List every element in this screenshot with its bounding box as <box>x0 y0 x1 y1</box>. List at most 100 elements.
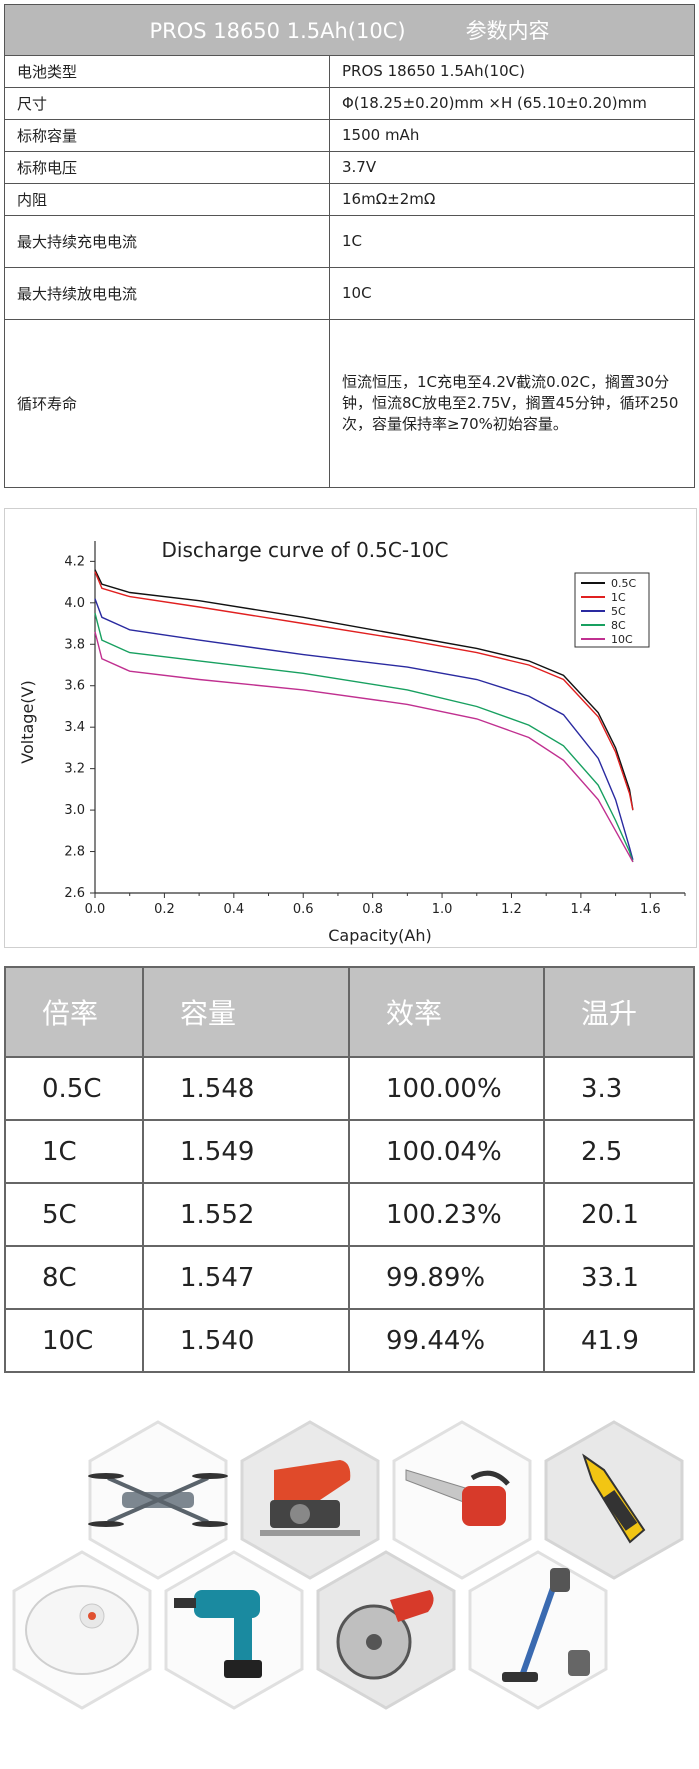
spec-value: 1C <box>329 215 695 268</box>
rate-row: 5C 1.552 100.23% 20.1 <box>4 1182 695 1247</box>
gallery-svg <box>12 1420 684 1710</box>
y-tick-label: 4.0 <box>64 596 85 611</box>
rate-header-row: 倍率 容量 效率 温升 <box>4 966 695 1058</box>
rate-cell: 1.552 <box>142 1182 350 1247</box>
stick-vacuum-icon <box>468 1550 608 1710</box>
rate-cell: 100.04% <box>348 1119 545 1184</box>
rate-cell: 10C <box>4 1308 144 1373</box>
rate-cell: 3.3 <box>543 1056 695 1121</box>
rate-cell: 99.44% <box>348 1308 545 1373</box>
y-tick-label: 2.8 <box>64 845 85 860</box>
spec-table: PROS 18650 1.5Ah(10C) 参数内容 电池类型 PROS 18650… <box>4 4 695 488</box>
spec-row: 尺寸 Φ(18.25±0.20)mm ×H (65.10±0.20)mm <box>4 87 695 120</box>
jigsaw-icon <box>240 1420 380 1580</box>
rate-cell: 1C <box>4 1119 144 1184</box>
drill-icon <box>164 1550 304 1710</box>
spec-value: 恒流恒压，1C充电至4.2V截流0.02C，搁置30分钟，恒流8C放电至2.75… <box>329 319 695 488</box>
spec-row: 最大持续充电电流 1C <box>4 215 695 268</box>
series-line-1C <box>94 571 634 811</box>
discharge-chart-svg: 0.0 0.2 0.4 0.6 0.8 1.0 1.2 1.4 1.6 2.6 2.8 3.0 3.2 3… <box>18 538 686 945</box>
nibbler-icon <box>544 1420 684 1580</box>
rate-row: 8C 1.547 99.89% 33.1 <box>4 1245 695 1310</box>
spec-header-left: PROS 18650 1.5Ah(10C) <box>149 19 406 43</box>
drone-icon <box>88 1420 228 1580</box>
spec-header-right: 参数内容 <box>465 19 550 43</box>
rate-row: 1C 1.549 100.04% 2.5 <box>4 1119 695 1184</box>
x-tick-label: 1.6 <box>640 902 661 917</box>
spec-key: 内阻 <box>4 183 330 216</box>
legend-label: 5C <box>611 605 626 618</box>
spec-row: 内阻 16mΩ±2mΩ <box>4 183 695 216</box>
series-line-10C <box>94 631 634 863</box>
y-axis-label: Voltage(V) <box>18 680 37 763</box>
spec-row: 标称容量 1500 mAh <box>4 119 695 152</box>
x-axis-label: Capacity(Ah) <box>328 926 432 945</box>
x-tick-label: 0.4 <box>223 902 244 917</box>
spec-value: Φ(18.25±0.20)mm ×H (65.10±0.20)mm <box>329 87 695 120</box>
x-tick-label: 0.8 <box>362 902 383 917</box>
rate-cell: 99.89% <box>348 1245 545 1310</box>
spec-row: 循环寿命 恒流恒压，1C充电至4.2V截流0.02C，搁置30分钟，恒流8C放电至… <box>4 319 695 488</box>
x-tick-label: 1.0 <box>432 902 453 917</box>
spec-key: 标称容量 <box>4 119 330 152</box>
spec-value: 1500 mAh <box>329 119 695 152</box>
y-tick-label: 3.4 <box>64 720 85 735</box>
spec-row: 最大持续放电电流 10C <box>4 267 695 320</box>
rate-cell: 100.23% <box>348 1182 545 1247</box>
spec-key: 电池类型 <box>4 55 330 88</box>
rate-cell: 33.1 <box>543 1245 695 1310</box>
x-tick-label: 0.0 <box>85 902 106 917</box>
y-tick-label: 3.0 <box>64 803 85 818</box>
rate-cell: 0.5C <box>4 1056 144 1121</box>
legend-label: 8C <box>611 619 626 632</box>
rate-cell: 8C <box>4 1245 144 1310</box>
chainsaw-icon <box>392 1420 532 1580</box>
spec-key: 标称电压 <box>4 151 330 184</box>
legend-label: 0.5C <box>611 577 636 590</box>
y-tick-label: 4.2 <box>64 554 85 569</box>
rate-cell: 100.00% <box>348 1056 545 1121</box>
rate-header-cell: 效率 <box>348 966 545 1058</box>
series-line-8C <box>94 613 634 863</box>
rate-cell: 1.547 <box>142 1245 350 1310</box>
spec-value: PROS 18650 1.5Ah(10C) <box>329 55 695 88</box>
x-tick-label: 1.2 <box>501 902 522 917</box>
y-tick-label: 3.2 <box>64 762 85 777</box>
spec-header-cell: PROS 18650 1.5Ah(10C) 参数内容 <box>4 4 695 56</box>
spec-key: 最大持续放电电流 <box>4 267 330 320</box>
y-tick-label: 3.6 <box>64 679 85 694</box>
rate-cell: 1.549 <box>142 1119 350 1184</box>
circular-saw-icon <box>316 1550 456 1710</box>
series-line-5C <box>94 598 634 860</box>
rate-header-cell: 容量 <box>142 966 350 1058</box>
spec-value: 16mΩ±2mΩ <box>329 183 695 216</box>
rate-header-cell: 倍率 <box>4 966 144 1058</box>
rate-cell: 41.9 <box>543 1308 695 1373</box>
series-line-0.5C <box>94 569 634 811</box>
robot-vacuum-icon <box>12 1550 152 1710</box>
spec-row: 标称电压 3.7V <box>4 151 695 184</box>
x-tick-label: 0.6 <box>293 902 314 917</box>
x-tick-label: 1.4 <box>571 902 592 917</box>
spec-key: 最大持续充电电流 <box>4 215 330 268</box>
rate-cell: 5C <box>4 1182 144 1247</box>
y-tick-label: 3.8 <box>64 637 85 652</box>
legend-label: 1C <box>611 591 626 604</box>
spec-key: 循环寿命 <box>4 319 330 488</box>
rate-cell: 1.540 <box>142 1308 350 1373</box>
spec-header-row: PROS 18650 1.5Ah(10C) 参数内容 <box>4 4 695 56</box>
rate-row: 10C 1.540 99.44% 41.9 <box>4 1308 695 1373</box>
discharge-chart: 0.0 0.2 0.4 0.6 0.8 1.0 1.2 1.4 1.6 2.6 2.8 3.0 3.2 3… <box>4 508 697 948</box>
legend-label: 10C <box>611 633 633 646</box>
rate-cell: 1.548 <box>142 1056 350 1121</box>
rate-table: 倍率 容量 效率 温升 0.5C 1.548 100.00% 3.3 1C 1.549 1… <box>4 966 695 1373</box>
chart-title: Discharge curve of 0.5C-10C <box>162 538 449 562</box>
spec-row: 电池类型 PROS 18650 1.5Ah(10C) <box>4 55 695 88</box>
spec-key: 尺寸 <box>4 87 330 120</box>
rate-row: 0.5C 1.548 100.00% 3.3 <box>4 1056 695 1121</box>
rate-cell: 20.1 <box>543 1182 695 1247</box>
spec-value: 3.7V <box>329 151 695 184</box>
x-tick-label: 0.2 <box>154 902 175 917</box>
rate-header-cell: 温升 <box>543 966 695 1058</box>
spec-value: 10C <box>329 267 695 320</box>
